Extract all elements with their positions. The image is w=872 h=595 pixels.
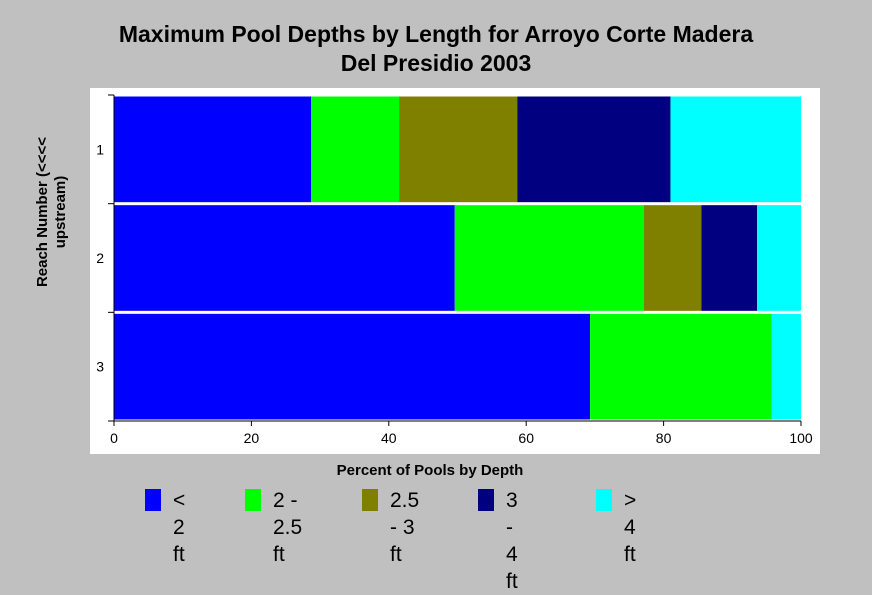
legend-swatch <box>596 489 612 511</box>
chart-title: Maximum Pool Depths by Length for Arroyo… <box>0 20 872 78</box>
bar-segment-reach-1-series-3 <box>517 96 671 203</box>
bar-segment-reach-1-series-4 <box>670 96 801 203</box>
x-tick-label-100: 100 <box>789 430 813 446</box>
legend-label: 2 - 2.5 ft <box>273 487 302 568</box>
legend: < 2 ft 2 - 2.5 ft 2.5 - 3 ft 3 - 4 ft > … <box>0 486 872 593</box>
bar-segment-reach-3-series-4 <box>771 313 801 420</box>
legend-label-line: < 2 ft <box>173 489 186 566</box>
bar-segment-reach-2-series-1 <box>454 205 644 311</box>
legend-swatch <box>245 489 261 511</box>
x-tick-label-80: 80 <box>656 430 672 446</box>
y-tick-label-1: 1 <box>96 141 104 157</box>
bar-segment-reach-2-series-4 <box>757 205 801 311</box>
chart-title-line-1: Maximum Pool Depths by Length for Arroyo… <box>118 21 754 47</box>
x-axis-label: Percent of Pools by Depth <box>336 462 524 479</box>
y-tick-label-3: 3 <box>96 359 104 375</box>
bar-segment-reach-1-series-1 <box>311 96 400 203</box>
bar-segment-reach-1-series-2 <box>399 96 518 203</box>
chart-svg: 1 2 3 0 20 40 60 80 100 <box>96 94 813 446</box>
chart-title-line-2: Del Presidio 2003 <box>340 50 532 76</box>
legend-label-line: 2.5 - 3 <box>390 489 420 539</box>
x-tick-label-20: 20 <box>244 430 260 446</box>
legend-label: > 4 ft <box>624 487 636 568</box>
legend-label-line: > 4 ft <box>624 489 637 566</box>
bar-segment-reach-1-series-0 <box>114 96 312 203</box>
legend-swatch <box>145 489 161 511</box>
bar-segment-reach-2-series-3 <box>701 205 758 311</box>
legend-label-line: ft <box>273 543 285 566</box>
x-tick-label-40: 40 <box>381 430 397 446</box>
legend-label: 2.5 - 3 ft <box>390 487 419 568</box>
legend-label-line: ft <box>390 543 402 566</box>
bar-segment-reach-3-series-0 <box>114 313 591 420</box>
bar-segment-reach-2-series-2 <box>643 205 702 311</box>
bar-segment-reach-2-series-0 <box>114 205 455 311</box>
legend-label-line: 3 - 4 ft <box>506 489 518 593</box>
legend-label: 3 - 4 ft <box>506 487 518 595</box>
legend-label: < 2 ft <box>173 487 185 568</box>
legend-swatch <box>478 489 494 511</box>
x-tick-label-60: 60 <box>518 430 534 446</box>
legend-label-line: 2 - 2.5 <box>273 489 303 539</box>
y-tick-label-2: 2 <box>96 250 104 266</box>
x-tick-label-0: 0 <box>110 430 118 446</box>
bar-segment-reach-3-series-1 <box>590 313 772 420</box>
legend-swatch <box>362 489 378 511</box>
